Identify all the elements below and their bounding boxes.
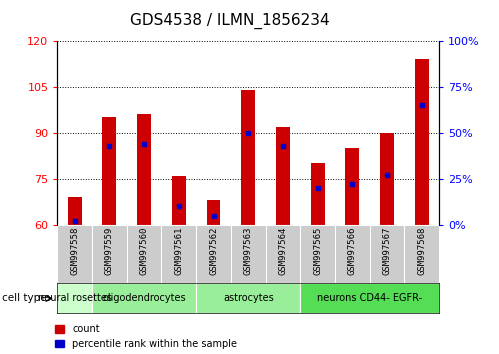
Bar: [207, 200, 221, 225]
Text: GSM997568: GSM997568: [417, 227, 426, 275]
Bar: [300, 283, 439, 313]
Text: cell type: cell type: [2, 293, 47, 303]
Text: GSM997560: GSM997560: [140, 227, 149, 275]
Text: GSM997558: GSM997558: [70, 227, 79, 275]
Bar: [345, 148, 359, 225]
Text: GSM997565: GSM997565: [313, 227, 322, 275]
Bar: [57, 283, 92, 313]
Bar: [380, 133, 394, 225]
Text: GSM997559: GSM997559: [105, 227, 114, 275]
Bar: [137, 114, 151, 225]
Legend: count, percentile rank within the sample: count, percentile rank within the sample: [55, 324, 237, 349]
Bar: [242, 90, 255, 225]
Text: neural rosettes: neural rosettes: [38, 293, 112, 303]
Bar: [276, 127, 290, 225]
Bar: [311, 164, 324, 225]
Bar: [102, 118, 116, 225]
Text: GSM997564: GSM997564: [278, 227, 287, 275]
Bar: [415, 59, 429, 225]
Text: GDS4538 / ILMN_1856234: GDS4538 / ILMN_1856234: [130, 12, 329, 29]
Text: GSM997567: GSM997567: [383, 227, 392, 275]
Text: neurons CD44- EGFR-: neurons CD44- EGFR-: [317, 293, 422, 303]
Bar: [172, 176, 186, 225]
Bar: [196, 283, 300, 313]
Bar: [68, 197, 82, 225]
Text: astrocytes: astrocytes: [223, 293, 273, 303]
Text: GSM997561: GSM997561: [174, 227, 183, 275]
Bar: [92, 283, 196, 313]
Text: GSM997562: GSM997562: [209, 227, 218, 275]
Text: GSM997566: GSM997566: [348, 227, 357, 275]
Text: GSM997563: GSM997563: [244, 227, 253, 275]
Text: oligodendrocytes: oligodendrocytes: [102, 293, 186, 303]
